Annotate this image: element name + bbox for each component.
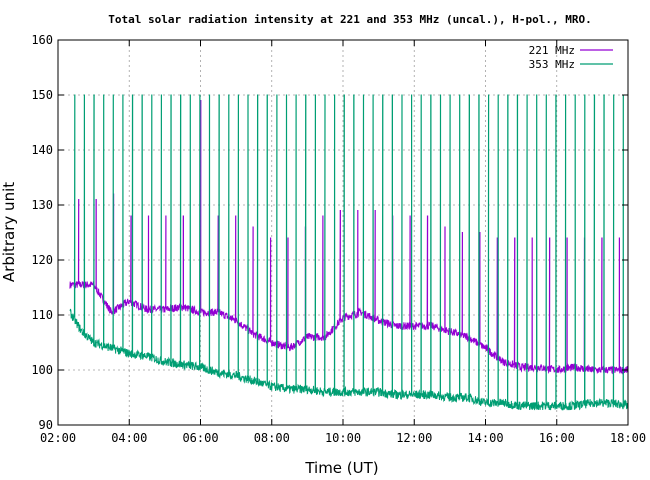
legend: 221 MHz 353 MHz	[529, 44, 613, 71]
y-tick-label: 160	[31, 33, 53, 47]
y-axis-label: Arbitrary unit	[0, 182, 18, 282]
plot-series	[69, 94, 629, 411]
legend-label-353: 353 MHz	[529, 58, 575, 71]
y-tick-label: 150	[31, 88, 53, 102]
x-tick-label: 14:00	[467, 431, 503, 445]
y-tick-label: 140	[31, 143, 53, 157]
series-221-line	[69, 100, 629, 376]
y-tick-label: 110	[31, 308, 53, 322]
x-tick-label: 08:00	[254, 431, 290, 445]
legend-label-221: 221 MHz	[529, 44, 575, 57]
chart-title: Total solar radiation intensity at 221 a…	[108, 13, 591, 26]
y-tick-label: 130	[31, 198, 53, 212]
x-tick-label: 16:00	[539, 431, 575, 445]
x-tick-label: 10:00	[325, 431, 361, 445]
plot-frame	[57, 39, 629, 426]
y-tick-label: 120	[31, 253, 53, 267]
x-axis-label: Time (UT)	[304, 459, 378, 477]
grid-lines	[58, 40, 628, 425]
y-tick-label: 100	[31, 363, 53, 377]
x-tick-label: 02:00	[40, 431, 76, 445]
x-tick-label: 18:00	[610, 431, 646, 445]
y-tick-label: 90	[39, 418, 53, 432]
axis-ticks: 02:00 04:00 06:00 08:00 10:00 12:00 14:00 16:00…	[31, 33, 646, 445]
x-tick-label: 06:00	[182, 431, 218, 445]
series-353-line	[69, 94, 629, 411]
x-tick-label: 04:00	[111, 431, 147, 445]
x-tick-label: 12:00	[396, 431, 432, 445]
